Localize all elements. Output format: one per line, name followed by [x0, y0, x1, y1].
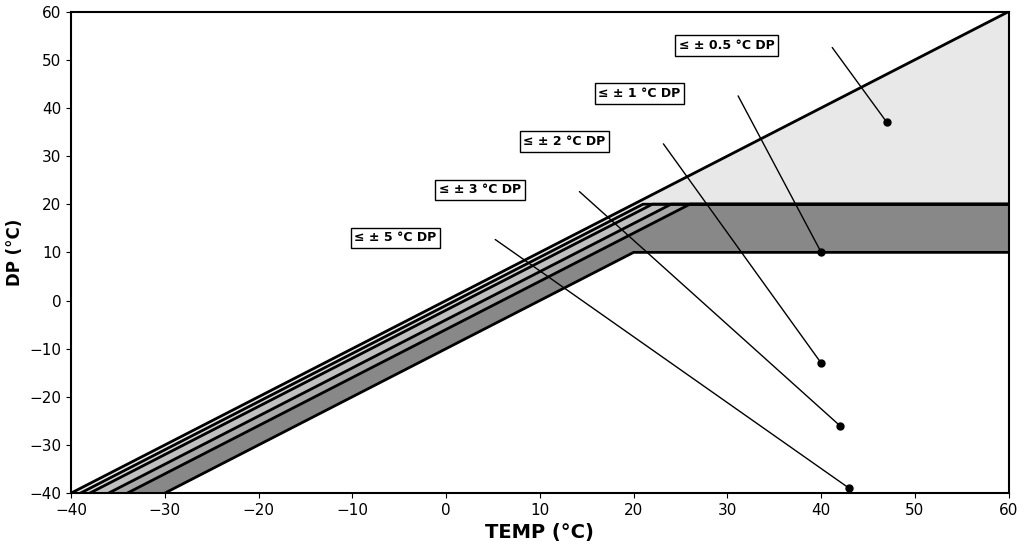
Y-axis label: DP (°C): DP (°C): [5, 219, 24, 286]
Text: ≤ ± 1 °C DP: ≤ ± 1 °C DP: [598, 87, 681, 100]
Text: ≤ ± 5 °C DP: ≤ ± 5 °C DP: [354, 231, 436, 244]
Text: ≤ ± 2 °C DP: ≤ ± 2 °C DP: [523, 135, 605, 148]
Text: ≤ ± 3 °C DP: ≤ ± 3 °C DP: [439, 183, 521, 196]
Text: ≤ ± 0.5 °C DP: ≤ ± 0.5 °C DP: [679, 39, 774, 52]
X-axis label: TEMP (°C): TEMP (°C): [485, 523, 594, 543]
